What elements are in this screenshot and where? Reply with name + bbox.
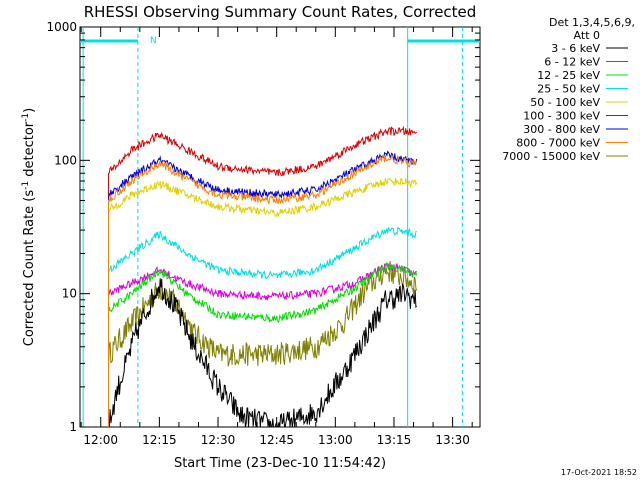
footer-date: 17-Oct-2021 18:52 <box>561 468 637 477</box>
series-line-0 <box>108 278 418 428</box>
y-axis-label-part2: detector <box>22 121 37 181</box>
series-line-5 <box>108 125 418 427</box>
legend-item-label: 50 - 100 keV <box>530 96 600 109</box>
legend-item-label: 7000 - 15000 keV <box>502 150 600 163</box>
y-tick-label: 1000 <box>46 20 77 34</box>
x-tick-label: 13:00 <box>318 433 353 447</box>
y-axis-label-part3: ) <box>22 108 37 113</box>
x-tick-label: 12:00 <box>83 433 118 447</box>
x-tick-label: 13:30 <box>435 433 470 447</box>
series-line-4 <box>108 177 418 427</box>
saa-flag-label: N <box>150 36 157 46</box>
legend-header-line1: Det 1,3,4,5,6,9, <box>549 16 635 29</box>
y-axis: 1 10 100 1000 <box>46 20 480 434</box>
plot-frame <box>79 26 481 428</box>
chart-title: RHESSI Observing Summary Count Rates, Co… <box>84 3 477 21</box>
legend-item-label: 300 - 800 keV <box>523 123 600 136</box>
series-line-2 <box>108 261 418 427</box>
series-line-8 <box>108 260 418 427</box>
series-line-3 <box>108 226 417 427</box>
legend-item-label: 100 - 300 keV <box>523 110 600 123</box>
orbit-markers <box>80 27 480 427</box>
series-line-7 <box>108 154 418 427</box>
legend-item-label: 25 - 50 keV <box>537 83 600 96</box>
legend-item-label: 12 - 25 keV <box>537 69 600 82</box>
y-tick-label: 1 <box>69 420 77 434</box>
y-tick-label: 10 <box>62 287 77 301</box>
y-axis-label-part1: Corrected Count Rate (s <box>22 190 37 347</box>
x-tick-label: 12:30 <box>201 433 236 447</box>
legend-header-line2: Att 0 <box>574 29 600 42</box>
x-axis: 12:00 12:15 12:30 12:45 13:00 13:15 13:30 <box>80 27 473 447</box>
legend-item-label: 800 - 7000 keV <box>516 137 600 150</box>
x-tick-label: 12:15 <box>142 433 177 447</box>
y-axis-label-sup1: -1 <box>21 181 31 190</box>
legend-item-label: 3 - 6 keV <box>551 42 600 55</box>
y-axis-label-sup2: -1 <box>21 113 31 122</box>
x-tick-label: 13:15 <box>377 433 412 447</box>
series-layer <box>108 125 418 428</box>
x-tick-label: 12:45 <box>259 433 294 447</box>
y-tick-label: 100 <box>54 153 77 167</box>
plot-area: N <box>79 26 481 428</box>
y-axis-label: Corrected Count Rate (s-1 detector-1) <box>21 108 37 346</box>
legend-item-label: 6 - 12 keV <box>544 56 600 69</box>
x-axis-label: Start Time (23-Dec-10 11:54:42) <box>174 456 386 471</box>
